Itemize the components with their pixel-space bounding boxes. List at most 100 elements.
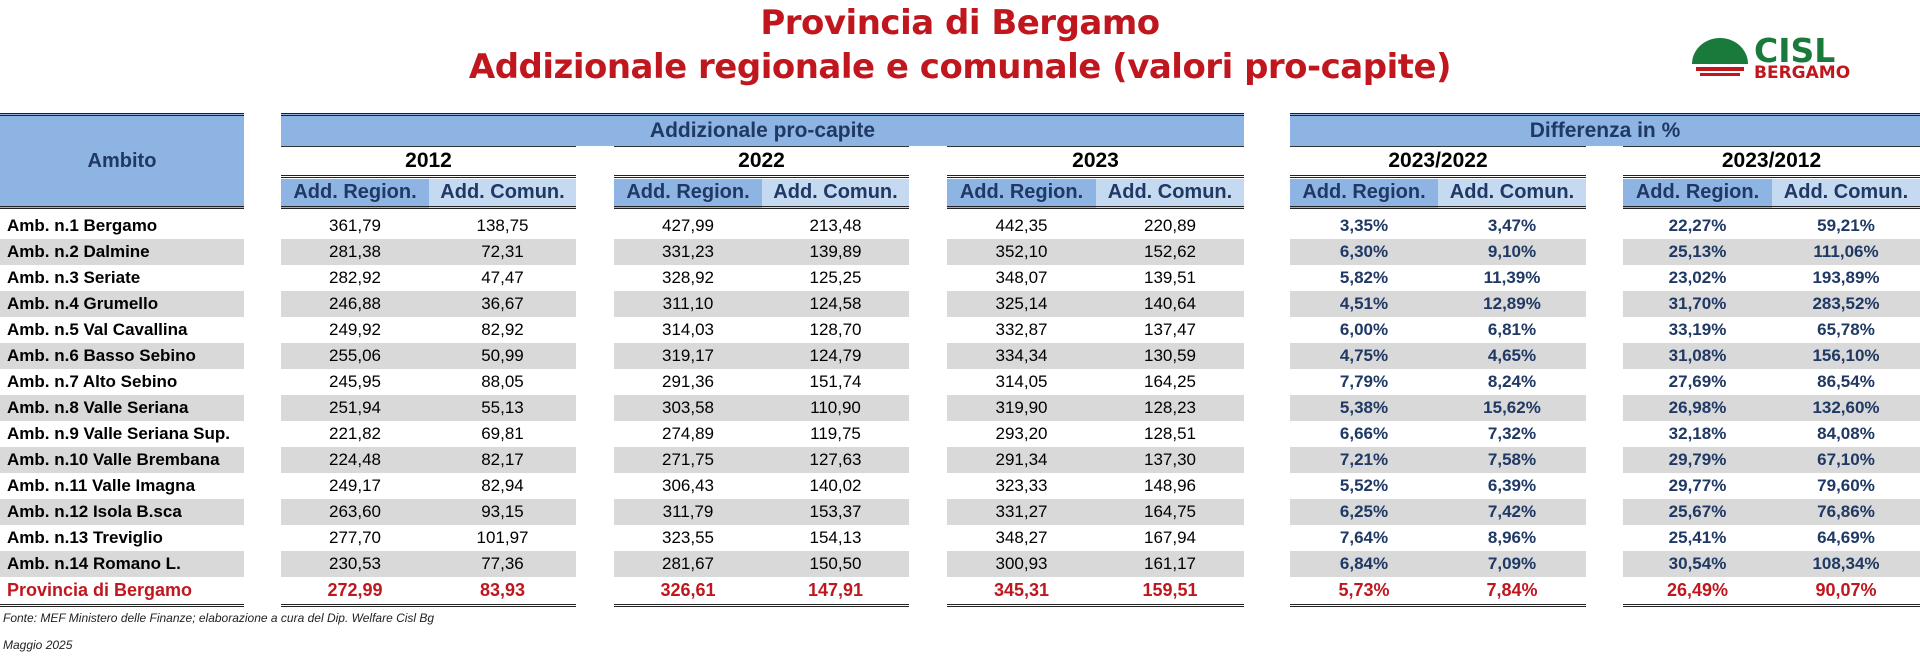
value-cell: 323,33 — [995, 476, 1048, 495]
value-cell: 328,92 — [662, 268, 714, 287]
row-shading — [281, 395, 576, 421]
value-cell: 277,70 — [329, 528, 381, 547]
value-cell: 128,70 — [809, 320, 862, 339]
percent-cell: 84,08% — [1817, 424, 1875, 443]
percent-cell: 193,89% — [1812, 268, 1880, 287]
total-row: Provincia di Bergamo 272,99 83,93 326,61 147… — [0, 577, 1920, 603]
percent-cell: 7,09% — [1487, 554, 1537, 573]
row-shading — [0, 551, 244, 577]
percent-cell: 8,24% — [1487, 372, 1537, 391]
value-cell: 101,97 — [476, 528, 529, 547]
value-cell: 82,94 — [481, 476, 524, 495]
table-row: Amb. n.6 Basso Sebino 255,06 50,99 319,17 12… — [0, 343, 1920, 369]
sub-header-add-region: Add. Region. — [1623, 179, 1772, 209]
percent-cell: 7,64% — [1339, 528, 1389, 547]
group-header-differenza-label: Differenza in % — [1529, 119, 1681, 142]
percent-cell: 76,86% — [1817, 502, 1875, 521]
percent-cell: 59,21% — [1817, 216, 1875, 235]
row-label: Amb. n.7 Alto Sebino — [7, 372, 178, 391]
row-shading — [947, 343, 1244, 369]
value-cell: 306,43 — [662, 476, 714, 495]
percent-cell: 86,54% — [1817, 372, 1875, 391]
value-cell: 361,79 — [329, 216, 381, 235]
percent-cell: 7,32% — [1487, 424, 1537, 443]
value-cell: 159,51 — [1142, 580, 1198, 600]
value-cell: 274,89 — [662, 424, 714, 443]
percent-cell: 29,79% — [1668, 450, 1727, 469]
table-row: Amb. n.7 Alto Sebino 245,95 88,05 291,36 151… — [0, 369, 1920, 395]
percent-cell: 33,19% — [1668, 320, 1727, 339]
row-shading — [0, 395, 244, 421]
percent-cell: 23,02% — [1668, 268, 1727, 287]
percent-cell: 6,30% — [1339, 242, 1389, 261]
value-cell: 72,31 — [481, 242, 524, 261]
value-cell: 137,47 — [1144, 320, 1196, 339]
value-cell: 152,62 — [1144, 242, 1196, 261]
value-cell: 153,37 — [809, 502, 862, 521]
row-shading — [1623, 395, 1920, 421]
value-cell: 167,94 — [1144, 528, 1196, 547]
sub-header-add-comun: Add. Comun. — [762, 179, 909, 209]
title-line-2: Addizionale regionale e comunale (valori… — [468, 47, 1452, 87]
value-cell: 47,47 — [481, 268, 524, 287]
value-cell: 83,93 — [479, 580, 526, 600]
value-cell: 291,34 — [995, 450, 1048, 469]
row-shading — [1290, 291, 1586, 317]
year-header: 2023 — [947, 146, 1244, 178]
table-row: Amb. n.10 Valle Brembana 224,48 82,17 271,7… — [0, 447, 1920, 473]
value-cell: 93,15 — [481, 502, 524, 521]
percent-cell: 3,47% — [1487, 216, 1537, 235]
percent-cell: 22,27% — [1668, 216, 1727, 235]
row-label: Amb. n.10 Valle Brembana — [7, 450, 220, 469]
value-cell: 213,48 — [809, 216, 862, 235]
row-shading — [614, 499, 909, 525]
value-cell: 119,75 — [810, 424, 861, 443]
percent-cell: 15,62% — [1483, 398, 1541, 417]
percent-cell: 25,13% — [1668, 242, 1727, 261]
value-cell: 281,38 — [329, 242, 381, 261]
value-cell: 154,13 — [809, 528, 862, 547]
percent-cell: 283,52% — [1812, 294, 1880, 313]
row-shading — [1623, 499, 1920, 525]
row-shading — [614, 239, 909, 265]
value-cell: 281,67 — [662, 554, 714, 573]
sub-header-add-region: Add. Region. — [281, 179, 429, 209]
value-cell: 69,81 — [481, 424, 524, 443]
percent-cell: 132,60% — [1812, 398, 1880, 417]
value-cell: 110,90 — [810, 398, 861, 417]
value-cell: 137,30 — [1144, 450, 1196, 469]
row-shading — [614, 291, 909, 317]
value-cell: 124,58 — [809, 294, 862, 313]
percent-cell: 6,66% — [1339, 424, 1389, 443]
sub-header-add-region: Add. Region. — [947, 179, 1096, 209]
row-shading — [0, 499, 244, 525]
value-cell: 263,60 — [329, 502, 381, 521]
value-cell: 291,36 — [662, 372, 714, 391]
table-row: Amb. n.8 Valle Seriana 251,94 55,13 303,58 1… — [0, 395, 1920, 421]
percent-cell: 12,89% — [1483, 294, 1541, 313]
table-bottom-border — [281, 604, 576, 607]
row-shading — [1623, 239, 1920, 265]
year-header: 2023/2012 — [1623, 146, 1920, 178]
logo-text-bergamo: BERGAMO — [1754, 63, 1851, 83]
row-label: Amb. n.1 Bergamo — [7, 216, 158, 235]
value-cell: 124,79 — [809, 346, 862, 365]
group-header-differenza: Differenza in % — [1290, 113, 1920, 146]
value-cell: 140,64 — [1144, 294, 1196, 313]
value-cell: 221,82 — [329, 424, 381, 443]
year-header: 2022 — [614, 146, 909, 178]
table-row: Amb. n.13 Treviglio 277,70 101,97 323,55 154… — [0, 525, 1920, 551]
value-cell: 161,17 — [1144, 554, 1196, 573]
value-cell: 55,13 — [481, 398, 524, 417]
percent-cell: 7,42% — [1487, 502, 1537, 521]
percent-cell: 8,96% — [1487, 528, 1537, 547]
date-footnote: Maggio 2025 — [3, 638, 73, 652]
row-shading — [947, 551, 1244, 577]
row-shading — [1623, 343, 1920, 369]
value-cell: 325,14 — [995, 294, 1048, 313]
table-row: Amb. n.11 Valle Imagna 249,17 82,94 306,43 1… — [0, 473, 1920, 499]
cisl-logo-icon — [1692, 38, 1748, 76]
percent-cell: 64,69% — [1817, 528, 1875, 547]
row-label: Provincia di Bergamo — [7, 580, 193, 600]
value-cell: 224,48 — [329, 450, 381, 469]
